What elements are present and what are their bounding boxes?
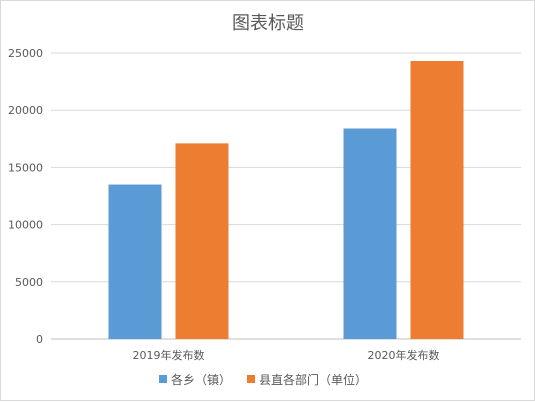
- bar-county-dept: [175, 143, 229, 339]
- y-tick-label: 10000: [8, 219, 43, 232]
- bar-county-dept: [410, 61, 464, 340]
- y-tick-label: 0: [36, 333, 43, 346]
- x-tick-label: 2019年发布数: [133, 348, 205, 362]
- bars: [108, 61, 464, 340]
- legend: 各乡（镇） 县直各部门（单位）: [159, 372, 367, 387]
- y-tick-label: 15000: [8, 161, 43, 174]
- bar-township: [343, 128, 397, 339]
- chart-title: 图表标题: [232, 13, 304, 34]
- x-axis-ticks: 2019年发布数 2020年发布数: [133, 348, 440, 362]
- legend-swatch: [247, 375, 255, 383]
- legend-label: 县直各部门（单位）: [259, 372, 367, 387]
- y-tick-label: 25000: [8, 47, 43, 60]
- y-tick-label: 5000: [15, 276, 43, 289]
- x-tick-label: 2020年发布数: [368, 348, 440, 362]
- bar-township: [108, 184, 162, 339]
- y-axis-ticks: 0 5000 10000 15000 20000 25000: [8, 47, 43, 346]
- legend-label: 各乡（镇）: [171, 372, 231, 387]
- y-tick-label: 20000: [8, 104, 43, 117]
- legend-swatch: [159, 375, 167, 383]
